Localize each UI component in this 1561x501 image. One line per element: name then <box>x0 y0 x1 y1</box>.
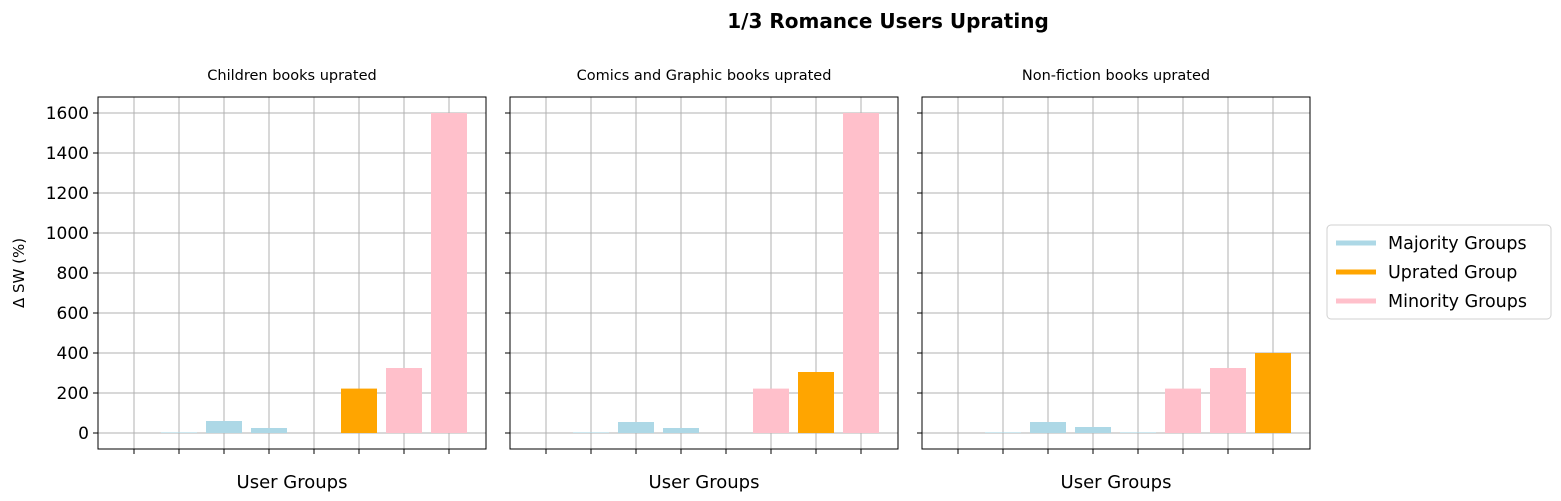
y-tick-label: 800 <box>57 264 89 284</box>
legend-label-majority: Majority Groups <box>1388 234 1527 254</box>
panel-title: Non-fiction books uprated <box>1022 68 1210 84</box>
panel-1: Children books uprated 0 200 400 600 800 1000 1… <box>46 68 487 493</box>
y-axis-label: Δ SW (%) <box>10 238 28 308</box>
legend-label-minority: Minority Groups <box>1388 292 1527 312</box>
bar-minority <box>431 113 467 433</box>
chart-title: 1/3 Romance Users Uprating <box>727 9 1049 33</box>
bar-majority <box>206 421 242 433</box>
bar-majority <box>573 432 609 433</box>
bar-minority <box>753 388 789 433</box>
y-tick-label: 1600 <box>46 104 89 124</box>
y-tick-label: 600 <box>57 304 89 324</box>
bar-uprated <box>341 388 377 433</box>
bar-minority <box>1165 388 1201 433</box>
bar-majority <box>985 432 1021 433</box>
bar-majority <box>663 428 699 433</box>
bar-majority <box>1120 432 1156 433</box>
bar-majority <box>1030 422 1066 433</box>
y-tick-label: 200 <box>57 384 89 404</box>
legend-box <box>1326 224 1552 320</box>
panels: Children books uprated 0 200 400 600 800 1000 1… <box>46 68 1311 493</box>
bar-minority <box>1210 368 1246 433</box>
legend: Majority Groups Uprated Group Minority Gro… <box>1326 224 1552 320</box>
bar-minority <box>843 113 879 433</box>
bar-uprated <box>798 372 834 433</box>
y-tick-label: 400 <box>57 344 89 364</box>
bar-minority <box>386 368 422 433</box>
x-axis-label: User Groups <box>237 472 348 493</box>
y-tick-label: 0 <box>78 424 89 444</box>
bar-majority <box>251 428 287 433</box>
x-axis-label: User Groups <box>1061 472 1172 493</box>
panel-title: Children books uprated <box>207 68 377 84</box>
panel-3: Non-fiction books uprated User Groups <box>917 68 1311 493</box>
legend-label-uprated: Uprated Group <box>1388 263 1517 283</box>
panel-2: Comics and Graphic books uprated User Gro… <box>505 68 899 493</box>
bar-uprated <box>1255 353 1291 433</box>
x-axis-label: User Groups <box>649 472 760 493</box>
y-tick-label: 1000 <box>46 224 89 244</box>
bar-majority <box>618 422 654 433</box>
bar-majority <box>161 432 197 433</box>
plot-frame <box>921 96 1311 450</box>
bar-majority <box>1075 427 1111 433</box>
panel-title: Comics and Graphic books uprated <box>577 68 832 84</box>
plot-frame <box>509 96 899 450</box>
plot-frame <box>97 96 487 450</box>
y-tick-label: 1400 <box>46 144 89 164</box>
y-tick-label: 1200 <box>46 184 89 204</box>
